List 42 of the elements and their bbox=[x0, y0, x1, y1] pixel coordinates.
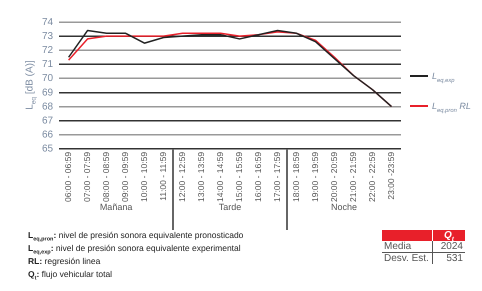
category-label: Desv. Est. bbox=[383, 252, 430, 264]
y-tick-label: 67 bbox=[42, 115, 54, 126]
y-tick-label: 69 bbox=[42, 87, 54, 98]
y-tick-label: 72 bbox=[42, 44, 54, 56]
text: L$_{eq,pron}$: nivel de presión sonora equivalente pronosticado bbox=[28, 230, 244, 243]
y-tick-label: 70 bbox=[42, 73, 54, 84]
y-tick-label: 66 bbox=[42, 130, 54, 141]
text: RL: regresión linea bbox=[28, 256, 100, 266]
x-tick-label: 23:00 -23:59 bbox=[386, 152, 396, 200]
x-tick-label: 15:00 - 15:59 bbox=[234, 152, 244, 202]
text: Tarde bbox=[218, 202, 242, 212]
category-label: Media bbox=[383, 241, 412, 252]
x-tick-label: 21:00 - 21:59 bbox=[348, 152, 358, 202]
x-tick-label: 14:00 - 14:59 bbox=[214, 152, 225, 202]
x-tick-label: 22:00 - 22:59 bbox=[366, 152, 377, 202]
x-tick-label: 20:00 - 20:59 bbox=[328, 152, 339, 202]
y-tick-label: 73 bbox=[42, 30, 54, 42]
data-label: 2024 bbox=[432, 241, 465, 252]
x-tick-label: 10:00 - 10:59 bbox=[138, 152, 149, 202]
x-tick-label: 18:00 - 18:59 bbox=[290, 152, 301, 202]
x-tick-label: 11:00 - 11:59 bbox=[158, 152, 168, 201]
text: Mañana bbox=[98, 202, 134, 212]
x-tick-label: 08:00 - 08:59 bbox=[100, 152, 111, 202]
x-tick-label: 17:00 - 17:59 bbox=[272, 152, 282, 202]
legend-label: L$_{eq,pron}$ RL bbox=[432, 101, 471, 114]
x-tick-label: 07:00 - 07:59 bbox=[82, 152, 92, 202]
text: Q$_{t}$ bbox=[432, 230, 465, 243]
y-tick-label: 65 bbox=[42, 144, 54, 155]
x-tick-label: 09:00 - 09:59 bbox=[120, 152, 130, 202]
legend-label: L$_{eq,exp}$ bbox=[432, 71, 455, 84]
y-tick-label: 74 bbox=[42, 16, 54, 28]
x-tick-label: 19:00 - 19:59 bbox=[310, 152, 320, 202]
y-tick-label: 71 bbox=[42, 59, 54, 70]
y-tick-label: 68 bbox=[42, 101, 54, 112]
text: Q$_{t}$: flujo vehicular total bbox=[28, 269, 112, 282]
x-tick-label: 06:00 - 06:59 bbox=[62, 152, 73, 202]
x-tick-label: 12:00 - 12:59 bbox=[176, 152, 187, 202]
text: Noche bbox=[330, 202, 358, 212]
x-tick-label: 16:00 - 16:59 bbox=[252, 152, 263, 202]
text: L$_{eq,exp}$: nivel de presión sonora equivalente experimental bbox=[28, 243, 241, 256]
x-tick-label: 13:00 - 13:59 bbox=[196, 152, 206, 202]
data-label: 531 bbox=[432, 252, 465, 264]
